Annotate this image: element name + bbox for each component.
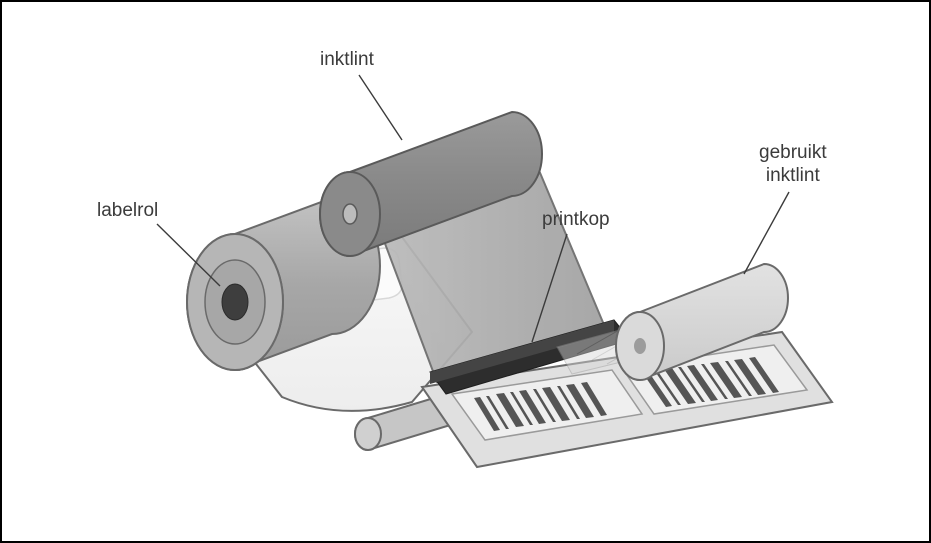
label-inktlint: inktlint [320, 49, 374, 72]
diagram-frame: labelrol inktlint printkop gebruikt inkt… [0, 0, 931, 543]
label-printkop: printkop [542, 209, 610, 232]
label-gebruikt: gebruikt inktlint [759, 142, 827, 188]
printer-diagram-svg [2, 2, 929, 541]
label-labelrol: labelrol [97, 200, 158, 223]
